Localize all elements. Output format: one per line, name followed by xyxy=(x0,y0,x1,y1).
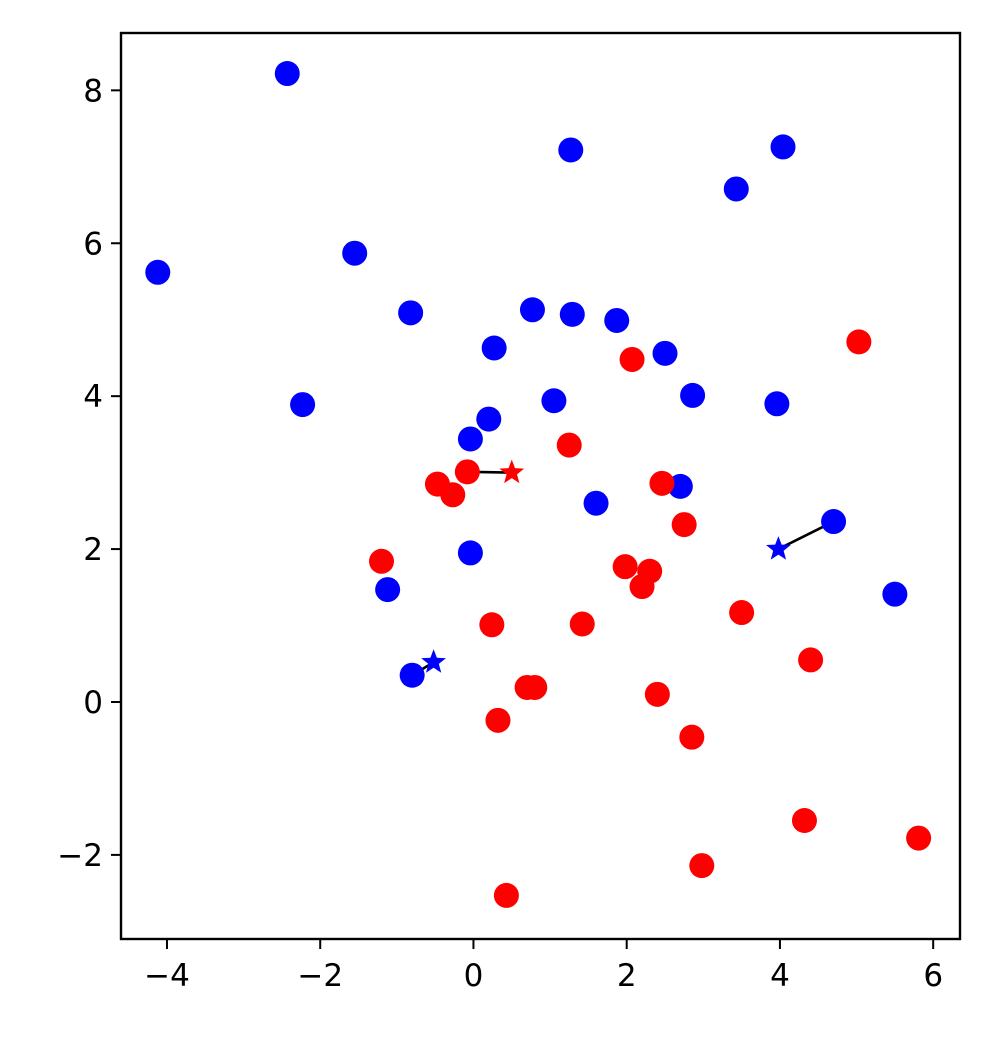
data-point xyxy=(457,426,483,452)
data-point xyxy=(667,473,693,499)
x-axis: −4 −2 0 2 4 6 xyxy=(144,939,943,994)
y-tick-label: 0 xyxy=(83,685,103,721)
x-tick-label: 2 xyxy=(617,958,637,994)
data-point xyxy=(559,301,585,327)
data-point xyxy=(369,548,395,574)
data-point xyxy=(723,176,749,202)
data-point xyxy=(399,662,425,688)
data-point xyxy=(671,512,697,538)
data-point xyxy=(846,329,872,355)
x-tick-label: −4 xyxy=(144,958,190,994)
plot-frame xyxy=(119,31,962,941)
data-point xyxy=(619,346,645,372)
star-marker-1 xyxy=(766,536,791,560)
data-point xyxy=(652,340,678,366)
data-point xyxy=(604,307,630,333)
data-point xyxy=(342,240,368,266)
data-point xyxy=(798,647,824,673)
data-point xyxy=(375,577,401,603)
x-tick-label: 6 xyxy=(923,958,943,994)
data-point xyxy=(764,391,790,417)
data-point xyxy=(556,432,582,458)
data-point xyxy=(569,611,595,637)
y-tick-label: −2 xyxy=(57,838,103,874)
x-tick-label: 0 xyxy=(464,958,484,994)
data-point xyxy=(679,724,705,750)
data-point xyxy=(481,335,507,361)
data-point xyxy=(541,388,567,414)
data-point xyxy=(558,137,584,163)
x-tick-label: −2 xyxy=(297,958,343,994)
data-point xyxy=(440,482,466,508)
y-tick-label: 6 xyxy=(83,226,103,262)
data-point xyxy=(457,540,483,566)
star-marker-2 xyxy=(421,649,446,673)
data-point xyxy=(791,807,817,833)
y-tick-label: 4 xyxy=(83,379,103,415)
data-point xyxy=(629,574,655,600)
data-points xyxy=(145,61,932,908)
data-point xyxy=(689,853,715,879)
data-point xyxy=(906,825,932,851)
data-point xyxy=(680,382,706,408)
data-point xyxy=(485,707,511,733)
data-point xyxy=(479,612,505,638)
data-point xyxy=(274,61,300,87)
data-point xyxy=(398,300,424,326)
data-point xyxy=(454,459,480,485)
data-point xyxy=(882,581,908,607)
y-axis: −2 0 2 4 6 8 xyxy=(57,73,121,874)
data-point xyxy=(770,134,796,160)
data-point xyxy=(519,297,545,323)
data-point xyxy=(583,490,609,516)
x-tick-label: 4 xyxy=(770,958,790,994)
data-point xyxy=(821,509,847,535)
y-tick-label: 2 xyxy=(83,532,103,568)
data-point xyxy=(644,681,670,707)
star-markers xyxy=(421,459,791,673)
data-point xyxy=(649,470,675,496)
y-tick-label: 8 xyxy=(83,73,103,109)
data-point xyxy=(522,674,548,700)
data-point xyxy=(493,882,519,908)
data-point xyxy=(612,554,638,580)
data-point xyxy=(476,406,502,432)
data-point xyxy=(729,600,755,626)
star-marker-0 xyxy=(499,459,525,484)
data-point xyxy=(145,259,171,285)
data-point xyxy=(290,392,316,418)
